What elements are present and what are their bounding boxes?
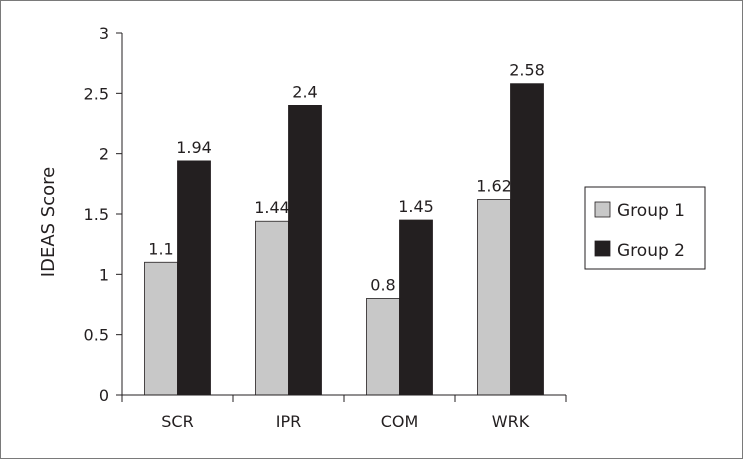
x-tick-label-com: COM xyxy=(381,412,419,431)
y-axis-title: IDEAS Score xyxy=(38,167,59,277)
bar-group-1-scr xyxy=(144,261,178,396)
bar-group-2-com xyxy=(399,219,433,396)
y-tick-label: 3 xyxy=(99,24,109,43)
bar-group-2-wrk xyxy=(510,83,544,396)
data-label-group-2-ipr: 2.4 xyxy=(292,82,317,101)
x-tick-label-wrk: WRK xyxy=(492,412,530,431)
x-axis-labels: SCR IPR COM WRK xyxy=(121,395,567,431)
x-tick-label-ipr: IPR xyxy=(276,412,301,431)
data-label-group-1-scr: 1.1 xyxy=(148,239,173,258)
bar-group-1-com xyxy=(366,298,400,396)
x-tick-label-scr: SCR xyxy=(161,412,193,431)
data-label-group-2-wrk: 2.58 xyxy=(509,61,545,80)
y-tick-label: 1 xyxy=(99,265,109,284)
legend: Group 1 Group 2 xyxy=(584,186,706,270)
bars xyxy=(144,83,544,396)
bar-group-2-scr xyxy=(177,160,211,396)
bar-group-2-ipr xyxy=(288,105,322,396)
legend-label-group-1: Group 1 xyxy=(617,201,685,221)
y-tick-label: 2 xyxy=(99,145,109,164)
legend-label-group-2: Group 2 xyxy=(617,241,685,261)
y-tick-label: 0 xyxy=(99,386,109,405)
bar-group-1-wrk xyxy=(477,199,511,396)
y-axis-ticks: 0 0.5 1 1.5 2 2.5 3 xyxy=(84,24,122,405)
data-label-group-2-com: 1.45 xyxy=(398,197,434,216)
data-label-group-1-com: 0.8 xyxy=(370,275,395,294)
y-tick-label: 1.5 xyxy=(84,205,109,224)
data-labels: 1.1 1.94 1.44 2.4 0.8 1.45 1.62 2.58 xyxy=(148,61,545,295)
data-label-group-2-scr: 1.94 xyxy=(176,138,212,157)
bar-group-1-ipr xyxy=(255,220,289,396)
legend-swatch-group-1 xyxy=(594,201,611,218)
y-tick-label: 0.5 xyxy=(84,326,109,345)
y-tick-label: 2.5 xyxy=(84,84,109,103)
data-label-group-1-ipr: 1.44 xyxy=(254,198,290,217)
data-label-group-1-wrk: 1.62 xyxy=(476,177,512,196)
legend-swatch-group-2 xyxy=(594,240,611,257)
